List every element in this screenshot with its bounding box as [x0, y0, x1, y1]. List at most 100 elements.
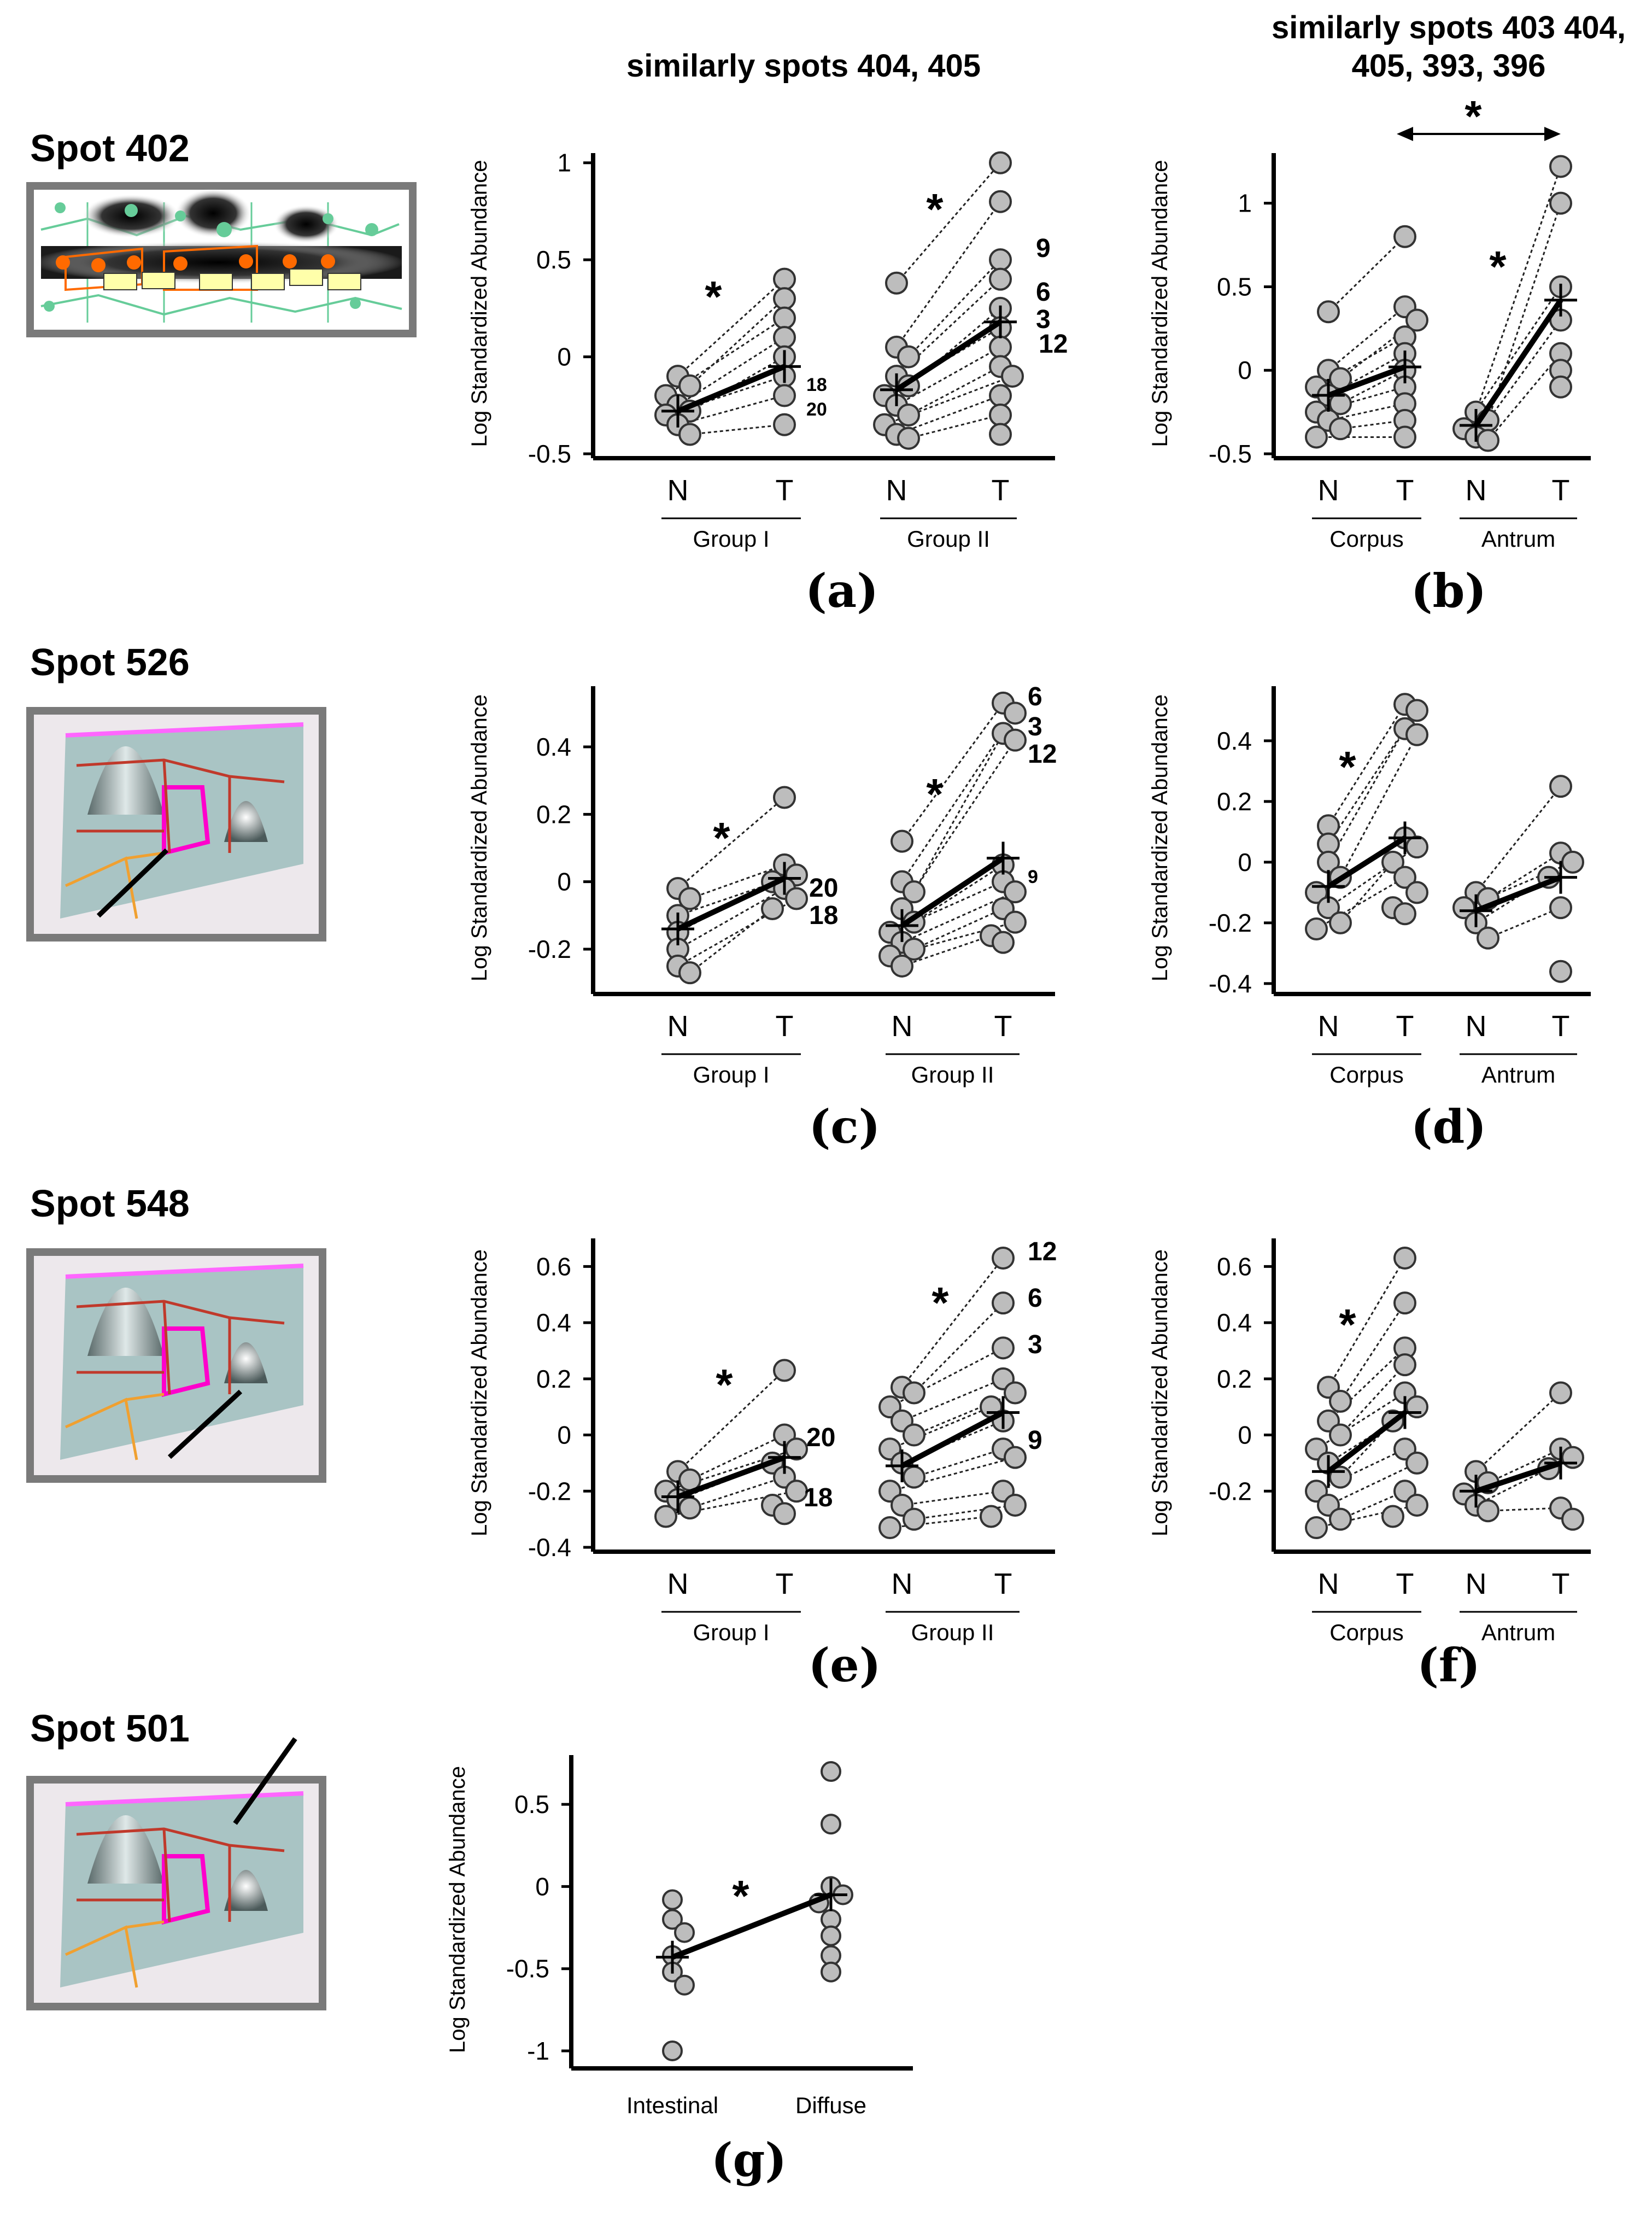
- chart-c-marker-T: [785, 887, 808, 910]
- chart-f-y-axis-title: Log Standardized Abundance: [1148, 1249, 1172, 1536]
- chart-d-pair-line: [1475, 786, 1562, 893]
- chart-e-marker-T: [992, 1246, 1015, 1270]
- chart-c-y-tick-label: 0: [557, 868, 571, 896]
- chart-a-marker-T: [773, 267, 796, 291]
- chart-f-y-tick-label: 0.6: [1217, 1252, 1252, 1281]
- chart-e-sample-annotation: 18: [804, 1483, 833, 1512]
- column-header-right-line1: similarly spots 403 404,: [1272, 10, 1626, 45]
- chart-c-marker-T: [1004, 910, 1027, 934]
- chart-a-marker-T: [989, 335, 1012, 359]
- chart-f-marker-N: [1329, 1423, 1352, 1447]
- chart-a-pair-line: [896, 395, 1001, 435]
- chart-b-pair-line: [1327, 236, 1406, 313]
- chart-e-pair-line: [901, 1258, 1004, 1388]
- chart-a-pair-line: [908, 365, 1001, 416]
- chart-f-y-tick-label: 0.2: [1217, 1365, 1252, 1393]
- chart-c-marker-N: [678, 887, 701, 910]
- chart-b-y-tick-label: 0.5: [1217, 272, 1252, 301]
- chart-b-y-tick-label: -0.5: [1209, 440, 1252, 468]
- chart-e-marker-T: [992, 1336, 1015, 1360]
- chart-f-marker-T: [1405, 1451, 1428, 1475]
- chart-a-marker-T: [989, 190, 1012, 213]
- chart-e-marker-N: [878, 1516, 901, 1540]
- chart-a-marker-T: [989, 404, 1012, 427]
- chart-a-marker-T: [989, 248, 1012, 272]
- chart-b-marker-T: [1393, 225, 1416, 248]
- chart-a-x-label: T: [992, 474, 1010, 507]
- peak-3d-thumbnail-501: [26, 1737, 326, 2010]
- chart-b-pair-line: [1328, 306, 1405, 371]
- peak-3d-thumbnail-526: [26, 707, 326, 942]
- chart-e-y-tick-label: 0.2: [536, 1365, 571, 1393]
- chart-d-y-tick-label: 0.4: [1217, 727, 1252, 755]
- spot-title-548: Spot 548: [30, 1182, 190, 1225]
- chart-c-marker-T: [1004, 728, 1027, 752]
- chart-f-significance-star: *: [1339, 1300, 1356, 1349]
- chart-f-marker-N: [1329, 1507, 1352, 1531]
- chart-f-marker-T: [1405, 1395, 1428, 1419]
- chart-f-marker-T: [1393, 1291, 1416, 1315]
- chart-e-mean-line: [900, 1410, 1005, 1469]
- chart-c-group-label: Group I: [693, 1062, 769, 1087]
- chart-b-comparison-arrowhead: [1544, 127, 1561, 141]
- gel-image-thumbnail-402: [26, 182, 417, 337]
- chart-c-y-tick-label: 0.4: [536, 733, 571, 761]
- chart-f-marker-N: [1305, 1516, 1328, 1540]
- chart-c-y-axis-title: Log Standardized Abundance: [467, 694, 491, 981]
- chart-a-sample-annotation: 12: [1039, 330, 1068, 359]
- chart-b-significance-star: *: [1489, 242, 1507, 291]
- chart-a-sample-annotation: 20: [806, 399, 827, 420]
- chart-d-y-tick-label: 0.2: [1217, 787, 1252, 816]
- chart-b-mean-line: [1473, 299, 1563, 427]
- panel-letter-a: (a): [805, 564, 878, 618]
- chart-c-marker-N: [903, 880, 925, 904]
- chart-e-marker-T: [773, 1359, 796, 1382]
- panel-letter-g: (g): [711, 2133, 787, 2187]
- chart-c-marker-N: [678, 961, 701, 985]
- chart-e-pair-line: [689, 1434, 785, 1481]
- chart-e-marker-N: [903, 1381, 925, 1405]
- chart-c-pair-line: [677, 797, 785, 890]
- chart-b-marker-T: [1393, 425, 1416, 449]
- chart-e-sample-annotation: 3: [1028, 1330, 1042, 1359]
- chart-e-sample-annotation: 6: [1028, 1284, 1042, 1313]
- chart-c-mean-line: [900, 856, 1005, 928]
- chart-f-marker-N: [1329, 1389, 1352, 1413]
- chart-d-x-label: T: [1552, 1010, 1570, 1043]
- chart-c-pair-line: [901, 702, 1004, 842]
- chart-g-marker: [821, 1961, 841, 1983]
- chart-a-marker-N: [885, 271, 908, 295]
- chart-e-marker-N: [903, 1423, 925, 1447]
- chart-e-significance-star: *: [932, 1278, 949, 1327]
- chart-e-marker-N: [903, 1465, 925, 1489]
- chart-b-marker-N: [1317, 300, 1340, 324]
- chart-d-marker-T: [1549, 775, 1572, 798]
- chart-d-marker-N: [1305, 917, 1328, 940]
- chart-f-x-label: T: [1396, 1568, 1414, 1600]
- chart-c-pair-line: [913, 908, 1004, 950]
- chart-f-pair-line: [1475, 1467, 1549, 1506]
- chart-d-marker-T: [1393, 866, 1416, 889]
- chart-c-y-tick-label: -0.2: [528, 935, 571, 963]
- chart-f-mean-line: [1475, 1460, 1562, 1494]
- chart-d-x-label: N: [1466, 1010, 1487, 1043]
- chart-e-marker-T: [992, 1291, 1015, 1315]
- chart-d-mean-line: [1475, 874, 1562, 914]
- chart-b-y-tick-label: 1: [1238, 189, 1252, 218]
- chart-d-marker-T: [1405, 881, 1428, 904]
- chart-d-mean-line: [1327, 835, 1407, 889]
- chart-b-marker-N: [1305, 425, 1328, 449]
- chart-f-pair-line: [1316, 1448, 1405, 1492]
- chart-e-marker-N: [903, 1507, 925, 1531]
- chart-c-pair-line: [677, 898, 797, 967]
- chart-f-mean-line: [1326, 1410, 1407, 1474]
- chart-c-sample-annotation: 12: [1028, 740, 1057, 769]
- chart-a-sample-annotation: 18: [806, 375, 827, 395]
- chart-d-group-label: Corpus: [1329, 1062, 1403, 1087]
- chart-c-group-label: Group II: [911, 1062, 994, 1087]
- chart-e-pair-line: [901, 1490, 1004, 1506]
- chart-a-marker-N: [897, 426, 920, 450]
- chart-a-pair-line: [689, 424, 785, 436]
- chart-f-marker-T: [1393, 1246, 1416, 1270]
